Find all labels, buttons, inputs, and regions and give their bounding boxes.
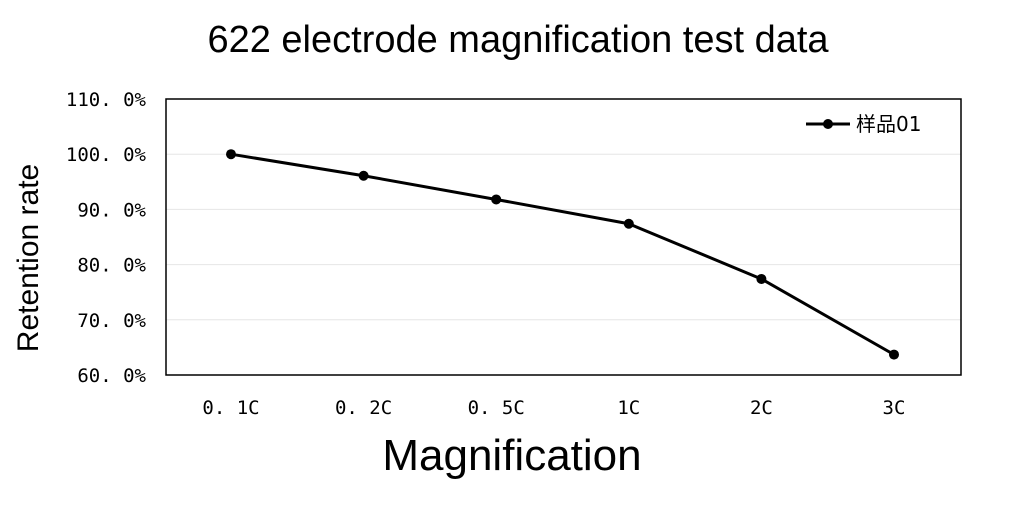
data-point — [889, 349, 899, 360]
y-tick-label: 70. 0% — [77, 310, 146, 332]
chart-title: 622 electrode magnification test data — [207, 19, 829, 61]
series-line — [230, 152, 895, 356]
x-tick-label: 3C — [883, 397, 906, 419]
x-axis-label: Magnification — [382, 431, 641, 480]
x-axis-ticks: 0. 1C 0. 2C 0. 5C 1C 2C 3C — [202, 397, 905, 419]
legend-marker — [823, 119, 833, 129]
data-point — [491, 194, 502, 205]
y-tick-label: 80. 0% — [77, 255, 146, 277]
data-point — [756, 273, 767, 284]
x-tick-label: 0. 5C — [468, 397, 525, 419]
y-tick-label: 90. 0% — [77, 199, 146, 221]
y-tick-label: 60. 0% — [77, 365, 146, 387]
y-tick-label: 100. 0% — [66, 144, 147, 166]
x-tick-label: 0. 1C — [202, 397, 259, 419]
data-point — [623, 218, 634, 229]
x-tick-label: 0. 2C — [335, 397, 392, 419]
data-point — [226, 149, 236, 160]
y-axis-label: Retention rate — [12, 164, 45, 352]
y-tick-label: 110. 0% — [66, 89, 147, 111]
data-point — [358, 170, 369, 181]
gridlines — [166, 153, 961, 321]
y-axis-ticks: 60. 0% 70. 0% 80. 0% 90. 0% 100. 0% 110. 0% — [66, 89, 147, 387]
legend-label: 样品01 — [856, 112, 921, 136]
x-tick-label: 2C — [750, 397, 773, 419]
x-tick-label: 1C — [617, 397, 640, 419]
series-group — [226, 149, 899, 360]
plot-area — [165, 98, 962, 376]
legend: 样品01 — [806, 112, 921, 136]
